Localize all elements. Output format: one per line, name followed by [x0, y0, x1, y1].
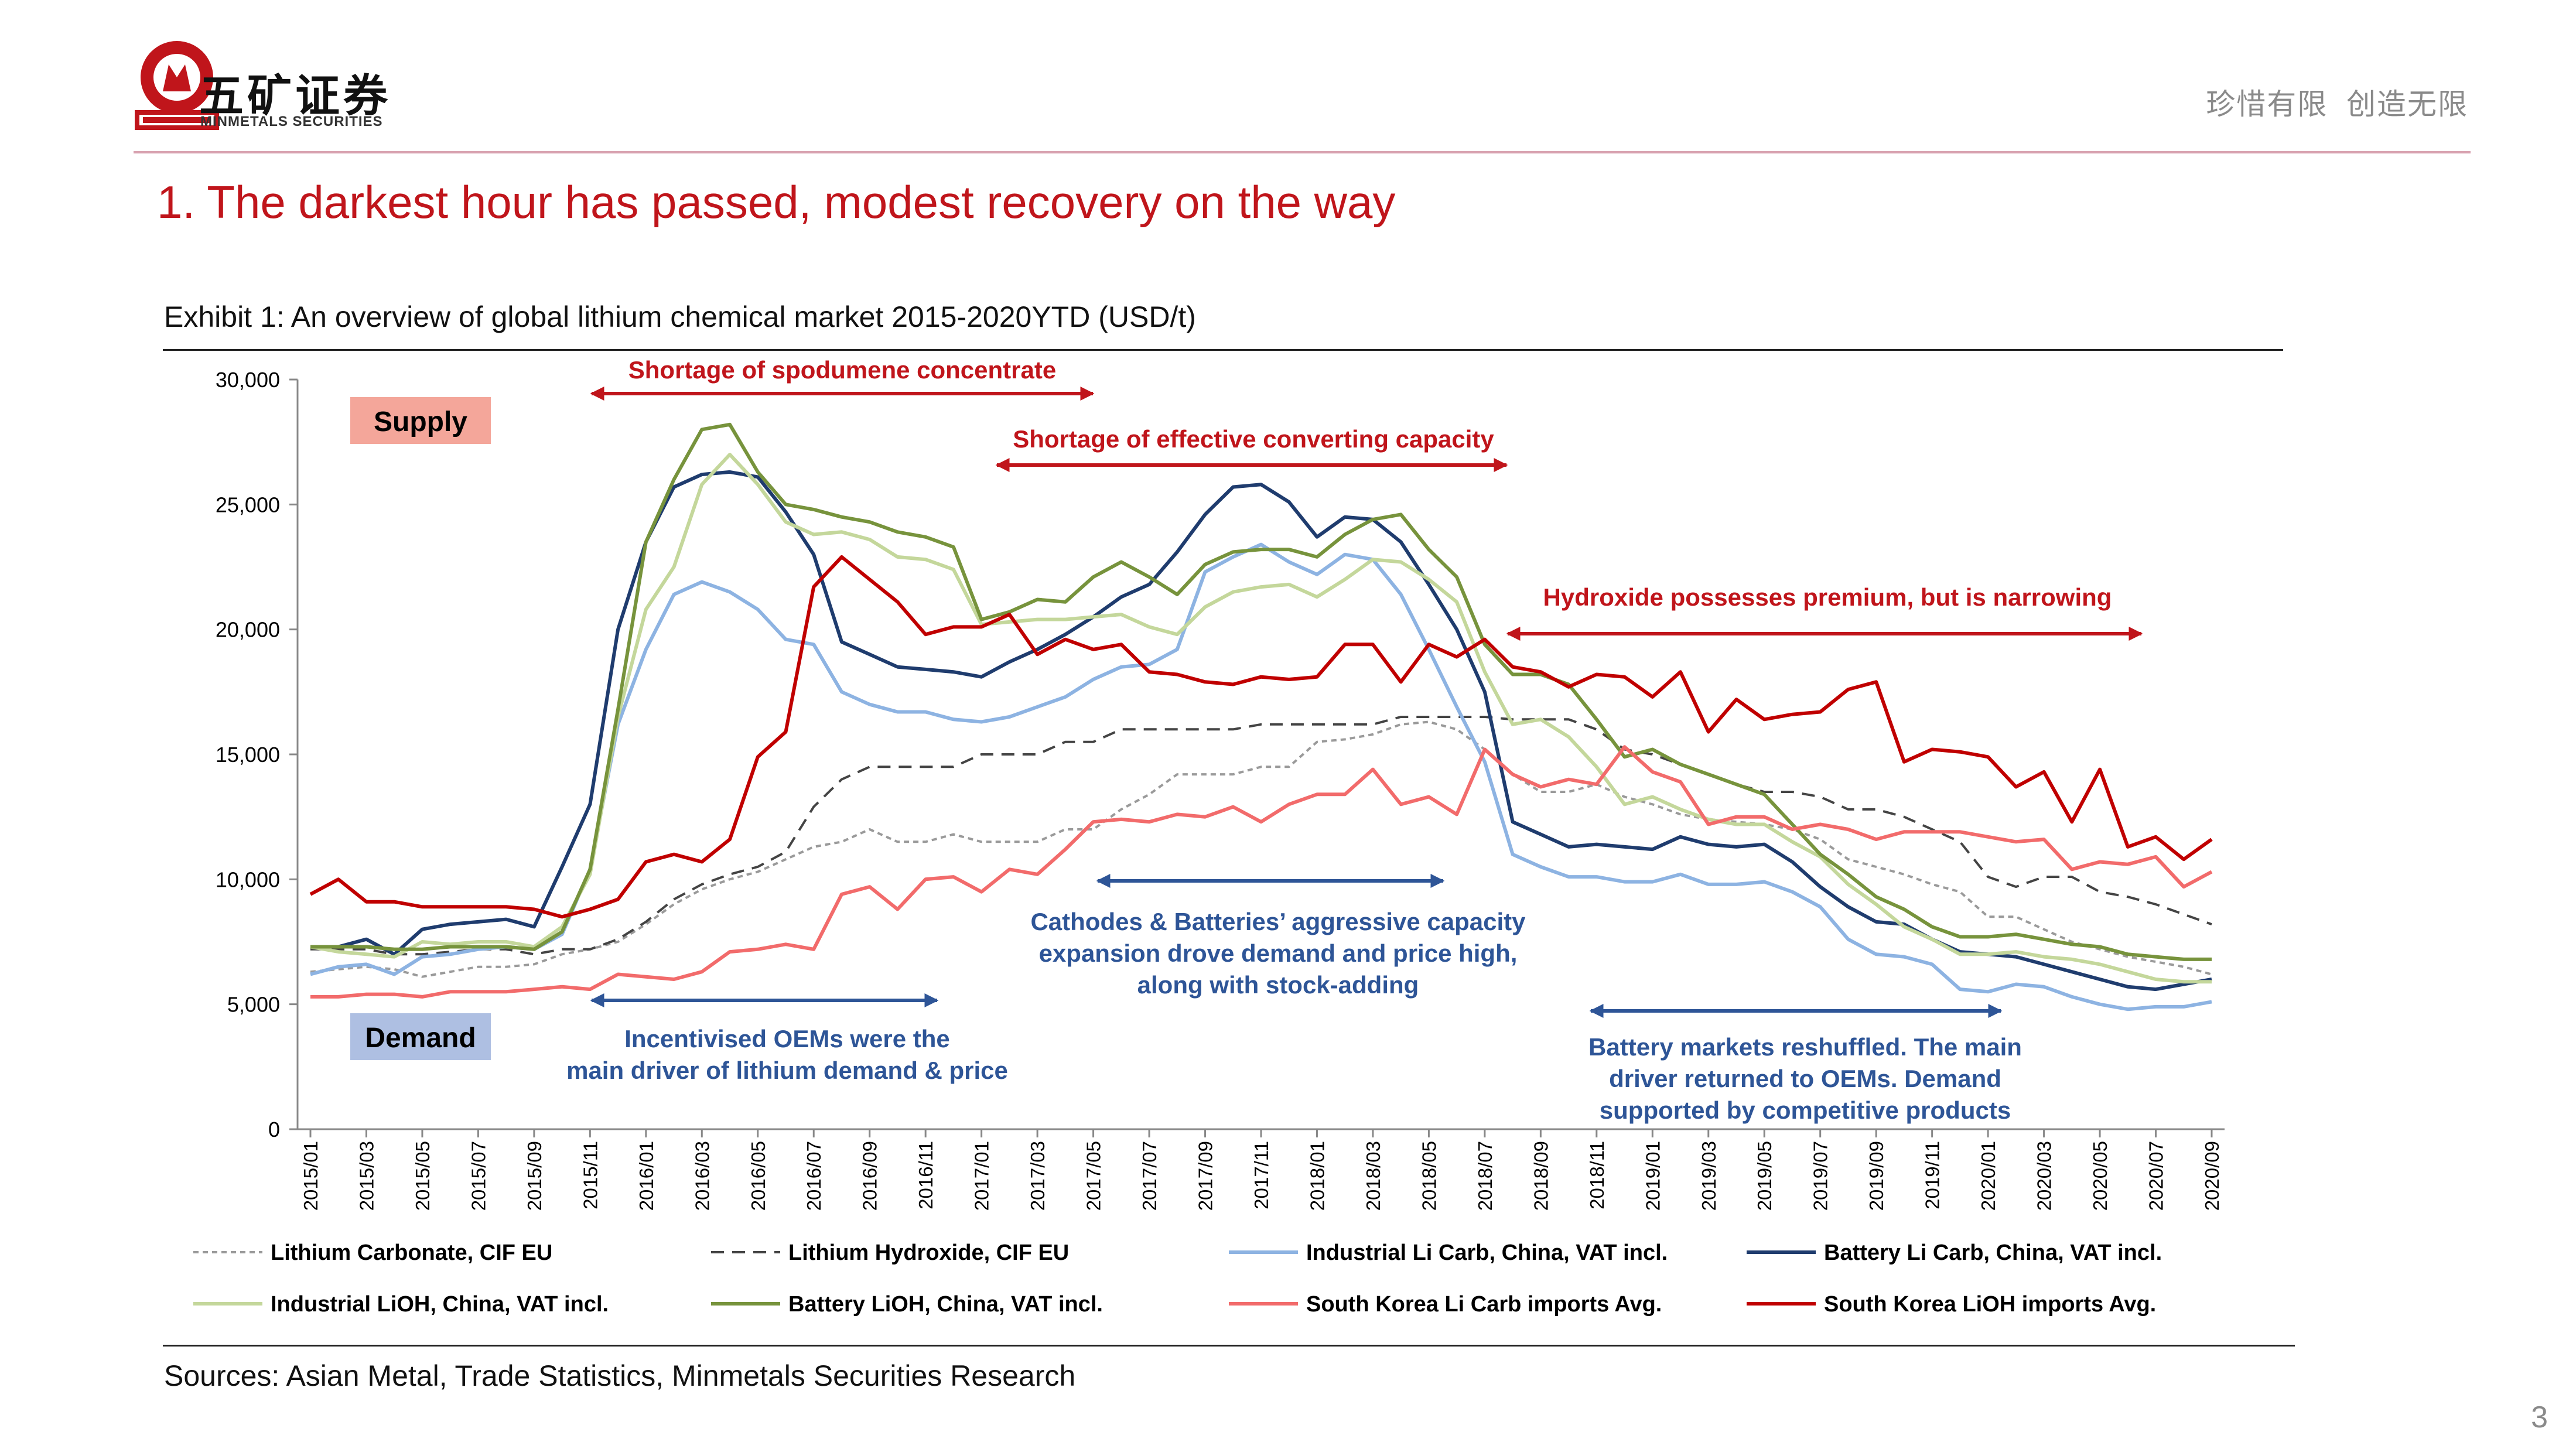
battery-annotation-line1: Battery markets reshuffled. The main	[1588, 1033, 2022, 1061]
battery-annotation-line3: supported by competitive products	[1600, 1096, 2011, 1124]
cathodes-annotation-line1: Cathodes & Batteries’ aggressive capacit…	[1030, 908, 1526, 935]
legend-label-3: Industrial Li Carb, China, VAT incl.	[1306, 1240, 1668, 1265]
legend-label-7: South Korea Li Carb imports Avg.	[1306, 1292, 1662, 1317]
oems-annotation-line1: Incentivised OEMs were the	[624, 1025, 950, 1052]
x-tick-label: 2015/05	[412, 1141, 433, 1211]
x-tick-label: 2019/01	[1642, 1141, 1663, 1211]
series-line-8	[309, 555, 2213, 919]
x-tick-label: 2017/11	[1251, 1141, 1272, 1209]
series-line-1	[310, 720, 2212, 978]
y-tick-label: 30,000	[216, 368, 280, 392]
slogan: 珍惜有限 创造无限	[2206, 88, 2468, 121]
x-tick-label: 2015/07	[467, 1141, 489, 1211]
chart-annotations: Supply Demand Shortage of spodumene conc…	[350, 356, 2143, 1124]
x-tick-label: 2020/03	[2034, 1141, 2055, 1211]
x-tick-label: 2016/11	[915, 1141, 937, 1209]
demand-box	[350, 1013, 491, 1060]
x-tick-label: 2015/03	[356, 1141, 377, 1211]
x-tick-label: 2018/07	[1474, 1141, 1496, 1211]
series-line-6	[310, 422, 2212, 961]
y-tick-label: 15,000	[216, 743, 280, 767]
sources-divider	[163, 1345, 2295, 1347]
y-tick-label: 25,000	[216, 493, 280, 517]
x-tick-label: 2018/01	[1306, 1141, 1328, 1211]
sources-note: Sources: Asian Metal, Trade Statistics, …	[164, 1359, 1076, 1392]
x-tick-label: 2016/01	[636, 1141, 657, 1211]
y-tick-label: 5,000	[227, 993, 280, 1017]
minmetals-logo	[135, 41, 219, 130]
page-number: 3	[2531, 1400, 2548, 1434]
x-tick-label: 2020/01	[1977, 1141, 1999, 1211]
cathodes-annotation-line3: along with stock-adding	[1137, 971, 1419, 999]
brand-name-en: MINMETALS SECURITIES	[200, 114, 383, 129]
series-line-7	[310, 745, 2213, 999]
exhibit-title: Exhibit 1: An overview of global lithium…	[164, 300, 1196, 333]
x-tick-label: 2018/11	[1586, 1141, 1608, 1209]
x-tick-label: 2017/05	[1083, 1141, 1105, 1211]
brand-name-cn: 五矿证券	[199, 71, 391, 121]
x-tick-label: 2020/09	[2201, 1141, 2223, 1211]
chart-legend: Lithium Carbonate, CIF EU Lithium Hydroxi…	[193, 1240, 2162, 1317]
x-tick-label: 2020/07	[2145, 1141, 2167, 1211]
supply-label: Supply	[374, 406, 467, 438]
legend-label-1: Lithium Carbonate, CIF EU	[271, 1240, 552, 1265]
series-line-4	[310, 470, 2212, 992]
legend-label-8: South Korea LiOH imports Avg.	[1824, 1292, 2156, 1317]
exhibit-divider	[163, 349, 2283, 351]
x-tick-label: 2017/07	[1139, 1141, 1160, 1211]
y-tick-label: 10,000	[216, 867, 280, 891]
chart-series	[309, 422, 2213, 1011]
series-line-2	[310, 716, 2212, 956]
spodumene-annotation: Shortage of spodumene concentrate	[628, 356, 1056, 384]
legend-label-2: Lithium Hydroxide, CIF EU	[788, 1240, 1069, 1265]
converting-annotation: Shortage of effective converting capacit…	[1013, 425, 1494, 453]
chart-axes: 0 5,000 10,000 15,000 20,000 25,000 30,000 2015…	[216, 368, 2225, 1211]
x-tick-label: 2015/01	[300, 1141, 322, 1211]
legend-label-5: Industrial LiOH, China, VAT incl.	[271, 1292, 609, 1317]
header-divider	[134, 151, 2471, 153]
x-tick-label: 2017/01	[971, 1141, 993, 1211]
x-tick-label: 2016/05	[747, 1141, 769, 1211]
x-tick-label: 2019/11	[1922, 1141, 1943, 1209]
y-tick-label: 20,000	[216, 618, 280, 642]
legend-label-6: Battery LiOH, China, VAT incl.	[788, 1292, 1103, 1317]
demand-label: Demand	[365, 1023, 476, 1054]
x-tick-label: 2016/09	[859, 1141, 881, 1211]
x-tick-label: 2017/03	[1027, 1141, 1048, 1211]
x-tick-label: 2018/09	[1530, 1141, 1552, 1211]
hydroxide-annotation: Hydroxide possesses premium, but is narr…	[1543, 583, 2112, 611]
x-tick-label: 2016/07	[803, 1141, 825, 1211]
x-tick-label: 2019/09	[1866, 1141, 1887, 1211]
supply-box	[350, 397, 491, 444]
x-tick-label: 2017/09	[1195, 1141, 1217, 1211]
x-tick-label: 2015/11	[579, 1141, 601, 1209]
x-tick-label: 2019/03	[1698, 1141, 1720, 1211]
battery-annotation-line2: driver returned to OEMs. Demand	[1609, 1065, 2001, 1092]
slide-title: 1. The darkest hour has passed, modest r…	[157, 176, 1396, 228]
oems-annotation-line2: main driver of lithium demand & price	[566, 1057, 1008, 1084]
x-tick-label: 2018/03	[1362, 1141, 1384, 1211]
cathodes-annotation-line2: expansion drove demand and price high,	[1039, 939, 1518, 967]
legend-label-4: Battery Li Carb, China, VAT incl.	[1824, 1240, 2162, 1265]
x-tick-label: 2019/05	[1754, 1141, 1775, 1211]
series-line-3	[310, 542, 2212, 1011]
x-tick-label: 2015/09	[524, 1141, 545, 1211]
y-tick-label: 0	[268, 1117, 280, 1142]
x-tick-label: 2016/03	[691, 1141, 713, 1211]
series-line-5	[310, 453, 2212, 984]
x-tick-label: 2020/05	[2089, 1141, 2111, 1211]
x-tick-label: 2019/07	[1810, 1141, 1832, 1211]
x-tick-label: 2018/05	[1418, 1141, 1440, 1211]
